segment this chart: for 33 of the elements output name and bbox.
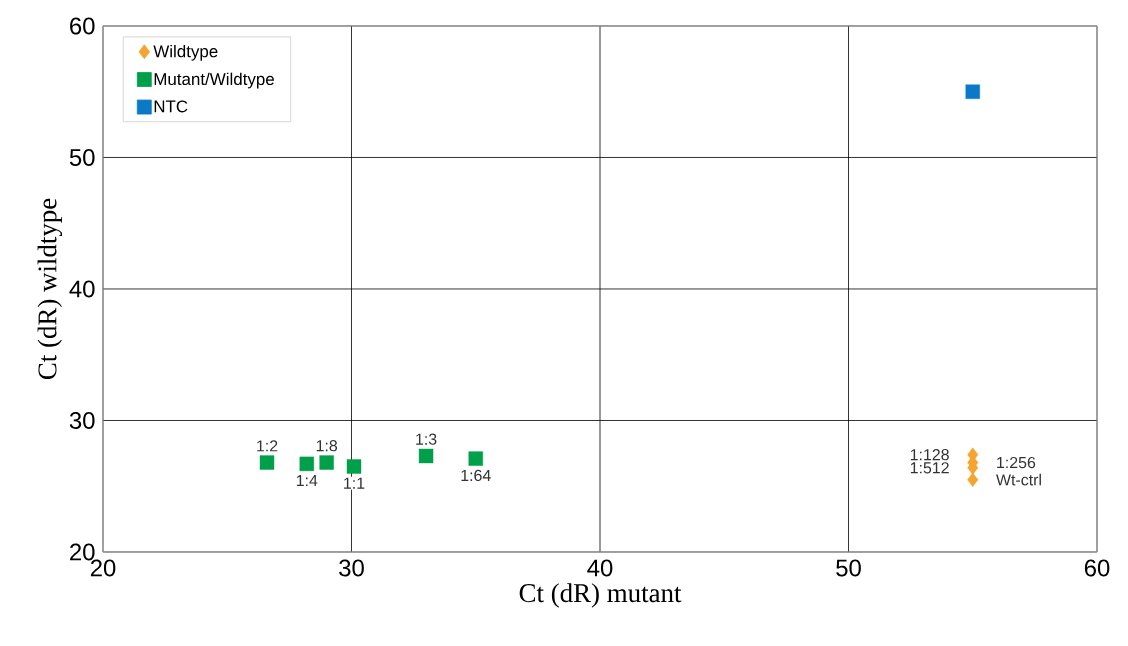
- point: [346, 459, 362, 474]
- y-tick-label: 60: [70, 17, 95, 35]
- point: [319, 455, 334, 470]
- annotation: 1:1: [344, 477, 365, 489]
- legend-label: Wildtype: [153, 44, 218, 61]
- x-tick-label: 20: [90, 559, 116, 577]
- point: [418, 448, 434, 464]
- x-tick-label: 30: [339, 559, 364, 577]
- annotation: 1:128: [910, 449, 949, 461]
- point: [259, 455, 275, 470]
- point: [299, 456, 314, 472]
- y-axis-title: Ct (dR) wildtype: [37, 198, 63, 380]
- legend-label: NTC: [154, 100, 188, 113]
- point: [965, 84, 980, 99]
- point: [468, 451, 483, 466]
- annotation: 1:3: [416, 433, 437, 445]
- y-tick-label: 20: [70, 543, 95, 561]
- annotation: 1:4: [296, 475, 318, 487]
- point: [967, 472, 979, 487]
- annotation: Wt-ctrl: [996, 473, 1041, 486]
- annotation: 1:8: [316, 440, 338, 452]
- legend-label: Mutant/Wildtype: [154, 72, 274, 89]
- y-tick-label: 40: [69, 280, 95, 298]
- x-tick-label: 50: [836, 559, 861, 577]
- annotation: 1:256: [997, 456, 1036, 469]
- x-axis-title: Ct (dR) mutant: [519, 583, 682, 608]
- y-tick-label: 50: [69, 149, 95, 166]
- x-tick-label: 40: [587, 559, 613, 577]
- y-tick-label: 30: [69, 412, 95, 429]
- annotation: 1:2: [257, 440, 278, 452]
- annotation: 1:512: [910, 462, 949, 474]
- annotation: 1:64: [461, 469, 491, 482]
- x-tick-label: 60: [1084, 559, 1110, 577]
